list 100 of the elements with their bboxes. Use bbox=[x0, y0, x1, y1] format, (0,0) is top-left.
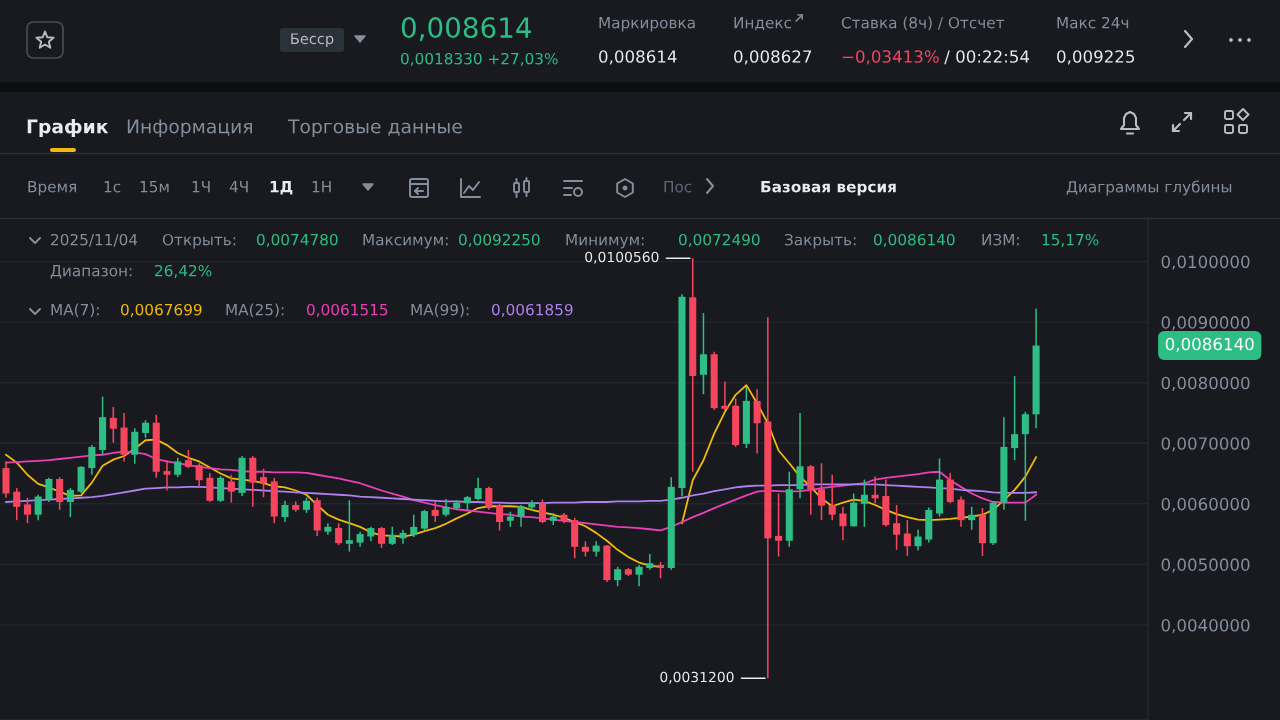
text: Бесср bbox=[291, 33, 334, 48]
annotation: Открыть: bbox=[162, 233, 236, 249]
text: Базовая версия bbox=[761, 181, 896, 196]
candlestick bbox=[517, 504, 525, 528]
candlestick bbox=[388, 526, 396, 546]
annotation: 0,0061859 bbox=[492, 303, 573, 317]
annotation: 0,0061515 bbox=[307, 303, 388, 317]
text: Информация bbox=[127, 119, 252, 138]
text: 15,17% bbox=[1042, 233, 1099, 247]
candlestick bbox=[946, 472, 954, 504]
annotation: MA(99): bbox=[411, 303, 469, 318]
annotation: 0,0067699 bbox=[121, 303, 202, 317]
text: 1Д bbox=[270, 181, 293, 195]
text: Пос bbox=[664, 181, 692, 193]
candlestick bbox=[410, 513, 418, 538]
candlestick bbox=[378, 526, 386, 549]
text: График bbox=[27, 118, 109, 138]
candlestick bbox=[345, 499, 353, 553]
y-tick-label: 0,0050000 bbox=[1161, 558, 1250, 573]
candlestick bbox=[485, 486, 493, 511]
candlestick bbox=[23, 496, 32, 524]
annotation: 2025/11/04 bbox=[51, 233, 138, 247]
candlestick bbox=[807, 464, 815, 516]
candlestick bbox=[335, 522, 343, 546]
annotation: MA(7): bbox=[51, 303, 99, 318]
annotation: MA(25): bbox=[226, 303, 284, 318]
candlestick bbox=[614, 566, 622, 587]
candlestick bbox=[131, 427, 139, 465]
annotation: 0,0100560 bbox=[585, 251, 659, 264]
text: 0,009225 bbox=[1057, 50, 1135, 65]
annotation: 26,42% bbox=[155, 264, 212, 278]
candlestick bbox=[56, 476, 64, 511]
y-tick-label: 0,0060000 bbox=[1161, 497, 1250, 513]
candlestick bbox=[828, 473, 836, 521]
candlestick bbox=[646, 553, 654, 571]
annotation: 0,0031200 bbox=[660, 671, 734, 684]
text: 1с bbox=[104, 181, 121, 193]
candlestick bbox=[968, 506, 976, 531]
candlestick bbox=[184, 449, 192, 469]
candlestick bbox=[66, 487, 74, 518]
candlestick bbox=[699, 312, 707, 395]
y-tick-label: 0,0080000 bbox=[1161, 376, 1250, 391]
candlestick bbox=[1021, 411, 1029, 522]
candlestick bbox=[903, 519, 911, 557]
annotation: ИЗМ: bbox=[982, 233, 1019, 246]
candlestick bbox=[775, 492, 783, 558]
candlestick bbox=[227, 473, 235, 504]
text: / 00:22:54 bbox=[944, 50, 1030, 65]
candlestick bbox=[206, 472, 214, 503]
annotation: 0,0086140 bbox=[874, 233, 955, 247]
candlestick bbox=[753, 388, 761, 455]
candlestick bbox=[1011, 375, 1019, 461]
text: 1Н bbox=[312, 181, 331, 193]
candlestick bbox=[420, 509, 429, 531]
text: Время bbox=[28, 181, 76, 196]
text: 0,008627 bbox=[734, 50, 812, 65]
candlestick bbox=[109, 406, 117, 444]
candlestick bbox=[839, 506, 847, 541]
text: 4Ч bbox=[229, 181, 248, 193]
text: 0,0018330 +27,03% bbox=[401, 52, 558, 66]
y-tick-label: 0,0100000 bbox=[1161, 255, 1250, 270]
text: Индекс bbox=[734, 17, 792, 31]
candlestick bbox=[635, 564, 643, 587]
candlestick bbox=[45, 477, 53, 503]
text: 0,008614 bbox=[401, 17, 531, 41]
candlestick bbox=[496, 501, 504, 532]
y-tick-label: 0,0090000 bbox=[1161, 316, 1250, 331]
annotation: Максимум: bbox=[363, 234, 448, 249]
annotation: 0,0092250 bbox=[459, 233, 540, 247]
candlestick bbox=[431, 500, 439, 523]
candlestick bbox=[860, 478, 868, 528]
candlestick bbox=[88, 444, 96, 476]
y-tick-label: 0,0070000 bbox=[1161, 437, 1250, 452]
annotation: Минимум: bbox=[566, 234, 644, 249]
text: Макс 24ч bbox=[1057, 16, 1129, 29]
candlestick bbox=[163, 459, 171, 492]
candlestick bbox=[796, 412, 804, 500]
candlestick bbox=[281, 500, 289, 523]
y-tick-label: 0,0040000 bbox=[1161, 618, 1250, 634]
candlestick bbox=[721, 380, 729, 411]
annotation: Диапазон: bbox=[50, 265, 132, 279]
text: 15м bbox=[140, 181, 169, 193]
candlestick bbox=[217, 475, 225, 503]
candlestick bbox=[850, 492, 858, 528]
annotation: Закрыть: bbox=[785, 233, 856, 249]
text: 0,008614 bbox=[599, 50, 677, 65]
candlestick bbox=[957, 495, 965, 528]
candlestick bbox=[34, 493, 42, 521]
text: −0,03413% bbox=[842, 50, 939, 65]
text: Маркировка bbox=[599, 17, 695, 32]
candlestick bbox=[195, 462, 203, 489]
text: Диаграммы глубины bbox=[1066, 180, 1232, 196]
candlestick bbox=[174, 457, 182, 478]
text: Ставка (8ч) / Отсчет bbox=[841, 16, 1005, 31]
text: 0,0086140 bbox=[1165, 337, 1254, 353]
annotation: 0,0074780 bbox=[257, 233, 338, 247]
candlestick bbox=[538, 498, 547, 524]
candlestick bbox=[817, 462, 826, 521]
candlestick bbox=[474, 477, 482, 501]
candlestick bbox=[13, 487, 21, 521]
